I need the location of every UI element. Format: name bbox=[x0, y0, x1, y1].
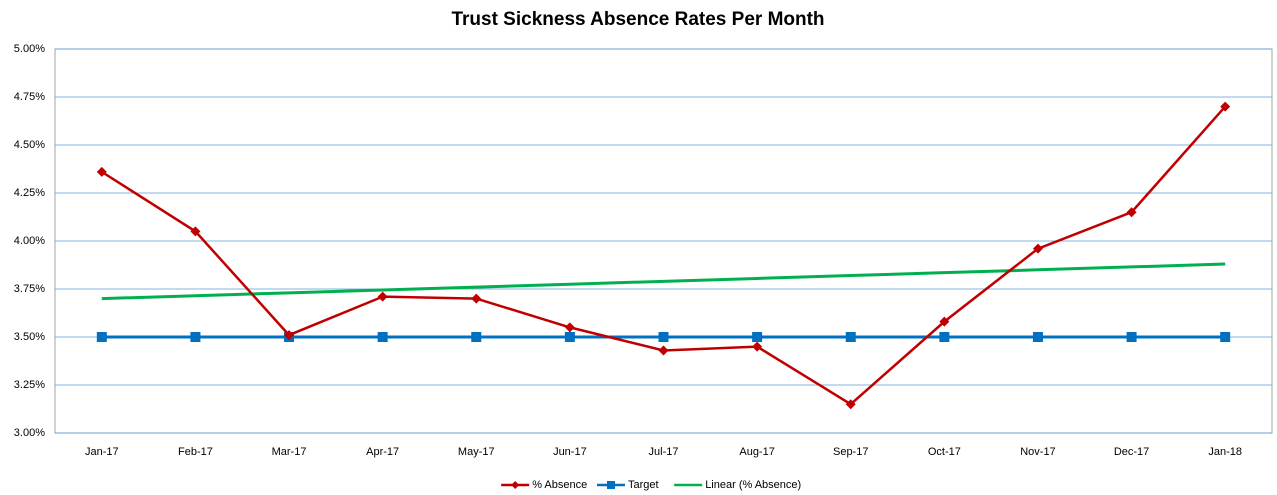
chart-title: Trust Sickness Absence Rates Per Month bbox=[451, 9, 824, 30]
data-point bbox=[1032, 332, 1043, 342]
y-tick-label: 5.00% bbox=[14, 43, 45, 55]
data-point bbox=[96, 166, 107, 177]
y-tick-label: 3.00% bbox=[14, 427, 45, 439]
legend-label: Target bbox=[628, 479, 659, 491]
x-tick-label: Jan-18 bbox=[1208, 446, 1242, 458]
series-line bbox=[101, 262, 1226, 301]
series-line bbox=[101, 105, 1227, 406]
x-tick-label: Feb-17 bbox=[178, 446, 213, 458]
data-point bbox=[96, 332, 107, 342]
data-point bbox=[1220, 101, 1231, 112]
y-tick-label: 3.50% bbox=[14, 331, 45, 343]
data-point bbox=[1126, 332, 1137, 342]
legend-label: Linear (% Absence) bbox=[705, 479, 801, 491]
x-tick-label: Jun-17 bbox=[553, 446, 587, 458]
legend-label: % Absence bbox=[532, 479, 587, 491]
data-point bbox=[190, 226, 201, 237]
x-tick-label: Oct-17 bbox=[928, 446, 961, 458]
data-point bbox=[845, 399, 856, 410]
data-point bbox=[939, 316, 950, 327]
data-point bbox=[1032, 243, 1043, 254]
y-tick-label: 4.75% bbox=[14, 91, 45, 103]
data-point bbox=[845, 332, 856, 342]
data-point bbox=[564, 322, 575, 333]
x-tick-label: Dec-17 bbox=[1114, 446, 1149, 458]
data-point bbox=[377, 332, 388, 342]
data-point bbox=[1126, 207, 1137, 218]
data-point bbox=[471, 332, 482, 342]
data-point bbox=[1220, 332, 1231, 342]
x-tick-label: May-17 bbox=[458, 446, 495, 458]
data-point bbox=[377, 291, 388, 302]
y-tick-label: 4.50% bbox=[14, 139, 45, 151]
legend-marker bbox=[511, 481, 520, 489]
x-tick-label: Sep-17 bbox=[833, 446, 868, 458]
y-tick-label: 4.00% bbox=[14, 235, 45, 247]
data-point bbox=[284, 330, 295, 341]
data-point bbox=[190, 332, 201, 342]
x-tick-label: Jan-17 bbox=[85, 446, 119, 458]
data-point bbox=[564, 332, 575, 342]
x-tick-label: Apr-17 bbox=[366, 446, 399, 458]
x-tick-label: Jul-17 bbox=[649, 446, 679, 458]
y-tick-label: 3.25% bbox=[14, 379, 45, 391]
y-tick-label: 4.25% bbox=[14, 187, 45, 199]
data-point bbox=[939, 332, 950, 342]
x-tick-label: Nov-17 bbox=[1020, 446, 1055, 458]
data-point bbox=[471, 293, 482, 304]
data-point bbox=[658, 332, 669, 342]
data-point bbox=[752, 341, 763, 352]
x-tick-label: Mar-17 bbox=[272, 446, 307, 458]
data-point bbox=[658, 345, 669, 356]
x-tick-label: Aug-17 bbox=[739, 446, 774, 458]
data-point bbox=[752, 332, 763, 342]
y-tick-label: 3.75% bbox=[14, 283, 45, 295]
legend-marker bbox=[607, 481, 615, 489]
